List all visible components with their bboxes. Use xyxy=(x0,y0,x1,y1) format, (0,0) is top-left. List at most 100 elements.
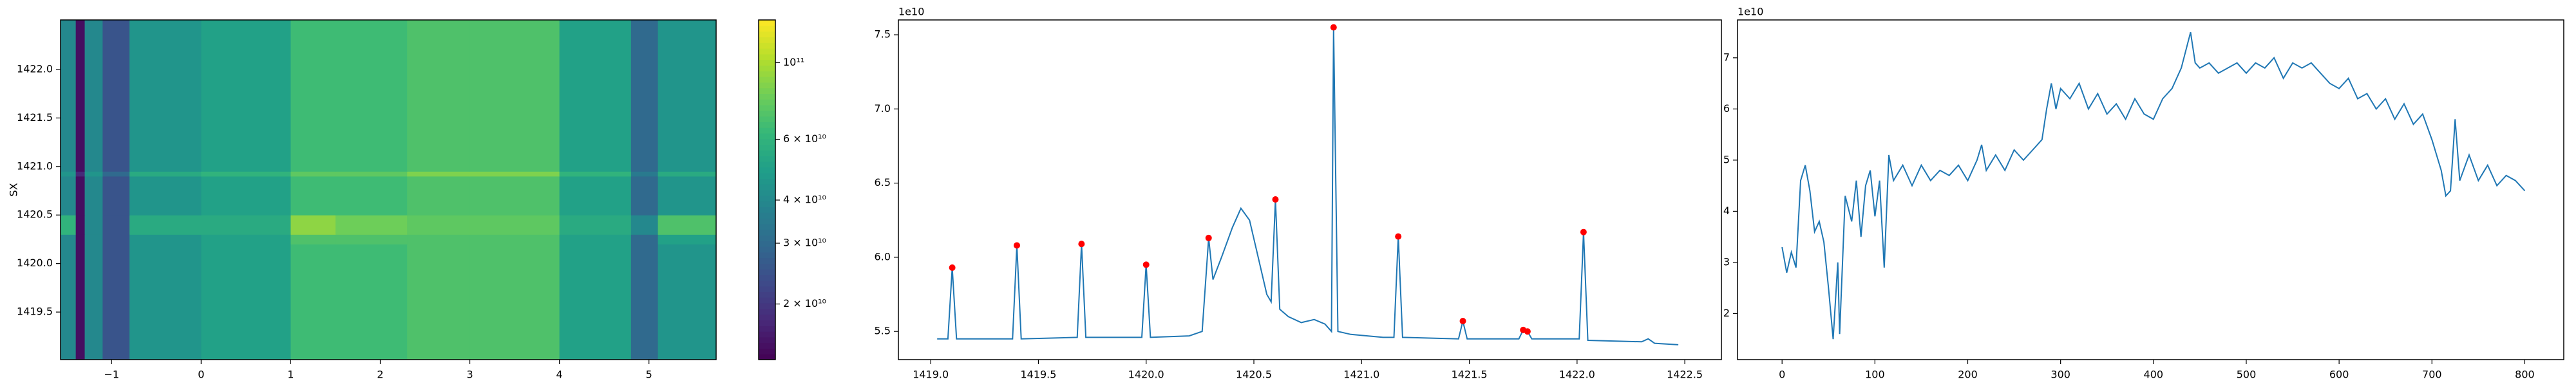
heatmap-cell xyxy=(201,234,291,244)
colorbar-segment xyxy=(759,348,775,354)
y-tick-label: 6.5 xyxy=(875,176,891,188)
colorbar-segment xyxy=(759,241,775,247)
heatmap-cell xyxy=(658,215,717,235)
peak-marker xyxy=(1395,233,1402,240)
colorbar-segment xyxy=(759,201,775,207)
heatmap-cell xyxy=(75,171,86,177)
y-tick-label: 1421.5 xyxy=(17,111,53,124)
x-tick-label: 1420.5 xyxy=(1236,369,1272,381)
heatmap-cell xyxy=(630,215,659,235)
heatmap-cell xyxy=(290,171,336,177)
colorbar-segment xyxy=(759,269,775,275)
colorbar-segment xyxy=(759,235,775,241)
colorbar-segment xyxy=(759,320,775,326)
heatmap-cell xyxy=(469,215,560,235)
y-tick-label: 7 xyxy=(1723,51,1730,63)
colorbar-segment xyxy=(759,53,775,60)
x-tick-label: 700 xyxy=(2422,369,2442,381)
x-tick-label: 1 xyxy=(287,369,294,381)
heatmap-cell xyxy=(630,176,659,216)
y-tick-label: 1420.0 xyxy=(17,257,53,269)
x-tick-label: 2 xyxy=(377,369,383,381)
heatmap-cell xyxy=(102,171,130,177)
x-tick-label: 1421.0 xyxy=(1343,369,1379,381)
colorbar-segment xyxy=(759,65,775,71)
axes-frame xyxy=(60,19,717,360)
colorbar-segment xyxy=(759,37,775,43)
colorbar-segment xyxy=(759,291,775,298)
axes-frame xyxy=(898,19,1722,360)
heatmap-cell xyxy=(84,244,103,360)
heatmap-cell xyxy=(102,244,130,360)
heatmap-cell xyxy=(84,234,103,244)
peak-marker xyxy=(949,264,956,271)
axes-frame xyxy=(1737,19,2564,360)
heatmap-cell xyxy=(102,234,130,244)
y-tick-label: 4 xyxy=(1723,205,1730,217)
colorbar-segment xyxy=(759,195,775,202)
colorbar-segment xyxy=(759,218,775,225)
heatmap-cell xyxy=(335,20,408,172)
colorbar-tick-label: 2 × 10¹⁰ xyxy=(783,297,826,309)
peak-marker xyxy=(1272,196,1279,203)
heatmap-cell xyxy=(201,176,291,216)
colorbar-segment xyxy=(759,308,775,315)
colorbar-segment xyxy=(759,150,775,156)
colorbar-segment xyxy=(759,71,775,77)
y-tick-label: 1422.0 xyxy=(17,62,53,75)
x-tick-label: 100 xyxy=(1865,369,1885,381)
colorbar-segment xyxy=(759,326,775,332)
y-tick-label: 3 xyxy=(1723,255,1730,268)
colorbar-segment xyxy=(759,314,775,320)
heatmap-cell xyxy=(335,171,408,177)
colorbar-tick-label: 6 × 10¹⁰ xyxy=(783,133,826,145)
colorbar-segment xyxy=(759,156,775,162)
heatmap-cell xyxy=(559,234,632,244)
heatmap-cell xyxy=(129,171,202,177)
heatmap-cell xyxy=(469,20,560,172)
colorbar-segment xyxy=(759,263,775,270)
heatmap-cell xyxy=(84,215,103,235)
y-tick-label: 6.0 xyxy=(875,250,891,262)
heatmap-cell xyxy=(201,20,291,172)
heatmap-cell xyxy=(407,244,471,360)
colorbar-tick-label: 4 × 10¹⁰ xyxy=(783,193,826,205)
heatmap-cell xyxy=(630,234,659,244)
y-tick-label: 1420.5 xyxy=(17,208,53,221)
y-tick-label: 6 xyxy=(1723,102,1730,115)
colorbar-segment xyxy=(759,354,775,360)
heatmap-cell xyxy=(658,171,717,177)
peak-marker xyxy=(1524,328,1531,335)
line xyxy=(1781,32,2526,340)
peak-marker xyxy=(1078,241,1085,248)
colorbar-segment xyxy=(759,25,775,32)
x-tick-label: 5 xyxy=(646,369,652,381)
colorbar-segment xyxy=(759,252,775,259)
heatmap-cell xyxy=(407,20,471,172)
heatmap-cell xyxy=(201,171,291,177)
x-tick-label: 400 xyxy=(2144,369,2164,381)
colorbar-segment xyxy=(759,161,775,168)
heatmap-cell xyxy=(84,176,103,216)
heatmap-cell xyxy=(290,244,336,360)
colorbar-segment xyxy=(759,20,775,26)
colorbar-segment xyxy=(759,116,775,122)
x-tick-label: 800 xyxy=(2515,369,2535,381)
colorbar-segment xyxy=(759,105,775,111)
heatmap-cell xyxy=(335,234,408,244)
heatmap-cell xyxy=(75,234,86,244)
heatmap-cell xyxy=(75,244,86,360)
colorbar-segment xyxy=(759,331,775,338)
heatmap-cell xyxy=(84,20,103,172)
heatmap-cell xyxy=(129,20,202,172)
colorbar-segment xyxy=(759,138,775,145)
heatmap-cell xyxy=(129,234,202,244)
colorbar-segment xyxy=(759,87,775,94)
heatmap-cell xyxy=(335,176,408,216)
y-tick-label: 7.5 xyxy=(875,28,891,41)
offset-text: 1e10 xyxy=(1738,6,1763,18)
x-tick-label: 4 xyxy=(556,369,563,381)
heatmap-cell xyxy=(290,215,336,235)
colorbar-segment xyxy=(759,297,775,304)
heatmap-cell xyxy=(658,176,717,216)
